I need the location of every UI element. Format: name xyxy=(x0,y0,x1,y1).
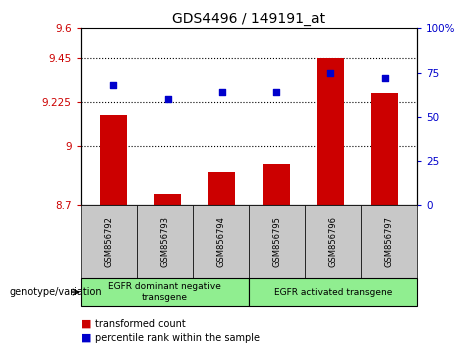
Title: GDS4496 / 149191_at: GDS4496 / 149191_at xyxy=(172,12,325,26)
Point xyxy=(272,89,280,95)
Bar xyxy=(317,58,344,205)
Point xyxy=(110,82,117,88)
Bar xyxy=(100,115,127,205)
Text: GSM856794: GSM856794 xyxy=(216,216,225,267)
Text: EGFR activated transgene: EGFR activated transgene xyxy=(274,287,392,297)
Text: GSM856792: GSM856792 xyxy=(104,216,113,267)
Point xyxy=(218,89,225,95)
Bar xyxy=(371,93,398,205)
Bar xyxy=(154,194,181,205)
Bar xyxy=(208,172,236,205)
Text: GSM856793: GSM856793 xyxy=(160,216,169,267)
Bar xyxy=(262,164,290,205)
Text: GSM856795: GSM856795 xyxy=(272,216,282,267)
Text: ■: ■ xyxy=(81,319,91,329)
Point xyxy=(381,75,388,81)
Text: GSM856796: GSM856796 xyxy=(329,216,337,267)
Text: EGFR dominant negative
transgene: EGFR dominant negative transgene xyxy=(108,282,221,302)
Text: percentile rank within the sample: percentile rank within the sample xyxy=(95,333,260,343)
Text: ■: ■ xyxy=(81,333,91,343)
Text: GSM856797: GSM856797 xyxy=(384,216,394,267)
Point xyxy=(164,96,171,102)
Text: transformed count: transformed count xyxy=(95,319,185,329)
Text: genotype/variation: genotype/variation xyxy=(9,287,102,297)
Point xyxy=(327,70,334,75)
